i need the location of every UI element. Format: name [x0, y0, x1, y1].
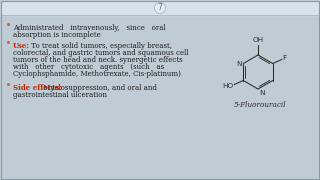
Text: HO: HO [222, 82, 233, 89]
Text: N: N [236, 60, 242, 66]
Circle shape [155, 3, 165, 14]
Text: OH: OH [252, 37, 264, 44]
Text: with   other   cytotoxic   agents   (such   as: with other cytotoxic agents (such as [13, 63, 164, 71]
Text: Myelosuppression, and oral and: Myelosuppression, and oral and [41, 84, 157, 92]
Text: Side effects:: Side effects: [13, 84, 62, 92]
Text: 7: 7 [157, 3, 163, 12]
Text: F: F [283, 55, 287, 62]
Text: absorption is incomplete: absorption is incomplete [13, 31, 101, 39]
Text: Cyclophsphamide, Methotrexate, Cis-platinum): Cyclophsphamide, Methotrexate, Cis-plati… [13, 70, 181, 78]
Text: Use:: Use: [13, 42, 30, 50]
Bar [1, 1, 319, 15]
Text: N: N [260, 90, 265, 96]
Text: gastrointestinal ulceration: gastrointestinal ulceration [13, 91, 107, 99]
Text: tumors of the head and neck. synergetic effects: tumors of the head and neck. synergetic … [13, 56, 183, 64]
Text: 5-Fluorouracil: 5-Fluorouracil [234, 101, 286, 109]
Text: To treat solid tumors, especially breast,: To treat solid tumors, especially breast… [29, 42, 172, 50]
Text: colorectal, and gastric tumors and squamous cell: colorectal, and gastric tumors and squam… [13, 49, 188, 57]
Text: Administrated   intravenously,   since   oral: Administrated intravenously, since oral [13, 24, 166, 32]
